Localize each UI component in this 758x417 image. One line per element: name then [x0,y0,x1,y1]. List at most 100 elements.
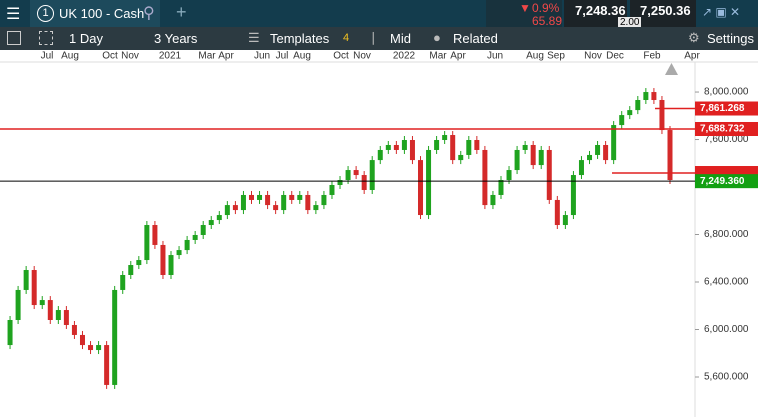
candle [79,334,85,346]
candle [329,185,335,195]
candle [514,149,520,171]
candle [184,239,190,251]
chart-toolbar: 1 Day 3 Years ☰ Templates 4 ∣ Mid ● Rela… [0,27,758,50]
candle [522,144,528,150]
candle [442,135,448,141]
related-icon: ● [433,30,441,45]
instrument-bar: ☰ 1 UK 100 - Cash ⚲ + ▼ 0.9% 65.89 7,248… [0,0,758,28]
candle [136,260,142,266]
candle [265,194,271,206]
x-tick-label: 2021 [159,51,182,62]
candle [385,144,391,150]
candle [39,300,45,306]
price-label-box [695,101,758,116]
candle [643,92,649,100]
candle [192,234,198,240]
candle [393,144,399,150]
x-tick-label: Nov [121,51,139,62]
candle [240,194,246,211]
range[interactable]: 3 Years [154,31,198,46]
candle [289,194,295,200]
price-icon: ∣ [370,30,377,45]
candle [248,194,254,200]
x-tick-label: Oct [333,51,349,62]
x-tick-label: Aug [526,51,544,62]
candle [490,194,496,206]
candle [96,345,102,351]
candle [31,270,37,306]
scroll-marker[interactable] [665,63,678,75]
y-tick-label: 7,600.000 [704,134,749,145]
change-points: 65.89 [532,14,563,28]
add-tab[interactable]: + [176,2,187,22]
candle [63,310,69,325]
related[interactable]: Related [453,31,498,46]
x-tick-label: Oct [102,51,118,62]
candle [635,99,641,111]
candle [377,149,383,161]
candle [627,110,633,116]
x-tick-label: Mar [429,51,447,62]
candle [128,265,134,275]
candle [570,175,576,216]
candle [619,115,625,126]
candle [659,99,665,131]
candle [15,289,21,320]
sell-price[interactable]: 7,248.36 [575,3,626,18]
price-label: 7,249.360 [700,176,745,187]
candle [651,92,657,100]
candle [313,205,319,211]
x-tick-label: Jun [254,51,270,62]
templates-icon: ☰ [248,30,260,45]
menu-icon[interactable]: ☰ [6,6,21,23]
x-tick-label: Apr [684,51,700,62]
spread: 2.00 [618,17,642,28]
price-label-box [695,174,758,189]
candle [224,205,230,216]
candle [47,300,53,320]
layout-icon[interactable] [39,31,53,45]
candle [466,140,472,155]
candle [578,160,584,176]
window-icons[interactable]: ↗ ▣ ✕ [702,5,741,19]
interval[interactable]: 1 Day [69,31,103,46]
candle [498,180,504,195]
templates-count: 4 [343,32,350,44]
candle [208,220,214,226]
templates[interactable]: Templates [270,31,330,46]
panel-icon[interactable] [7,31,21,45]
candle [409,140,415,161]
y-tick-label: 6,400.000 [704,277,749,288]
candle [273,205,279,211]
candle [257,194,263,200]
x-tick-label: Nov [353,51,371,62]
candle [168,255,174,275]
x-tick-label: Sep [547,51,565,62]
candle [474,140,480,150]
candle [305,194,311,211]
sell-button[interactable] [564,0,627,27]
candle [144,225,150,261]
instrument-name[interactable]: UK 100 - Cash [59,6,145,21]
search-icon[interactable]: ⚲ [143,5,155,22]
candle [160,244,166,275]
x-tick-label: Apr [450,51,466,62]
buy-price[interactable]: 7,250.36 [640,3,691,18]
candle [562,215,568,226]
price-label-box [695,121,758,136]
candle [7,319,13,346]
candle [297,194,303,200]
candle [321,194,327,206]
price-type[interactable]: Mid [390,31,411,46]
candle [530,144,536,166]
settings[interactable]: Settings [707,31,754,46]
candle [104,345,110,385]
instrument-number: 1 [37,5,54,22]
y-tick-label: 6,000.000 [704,324,749,335]
x-tick-label: Apr [218,51,234,62]
candle [345,170,351,181]
candle [369,160,375,190]
candle [200,225,206,235]
candle [546,149,552,200]
